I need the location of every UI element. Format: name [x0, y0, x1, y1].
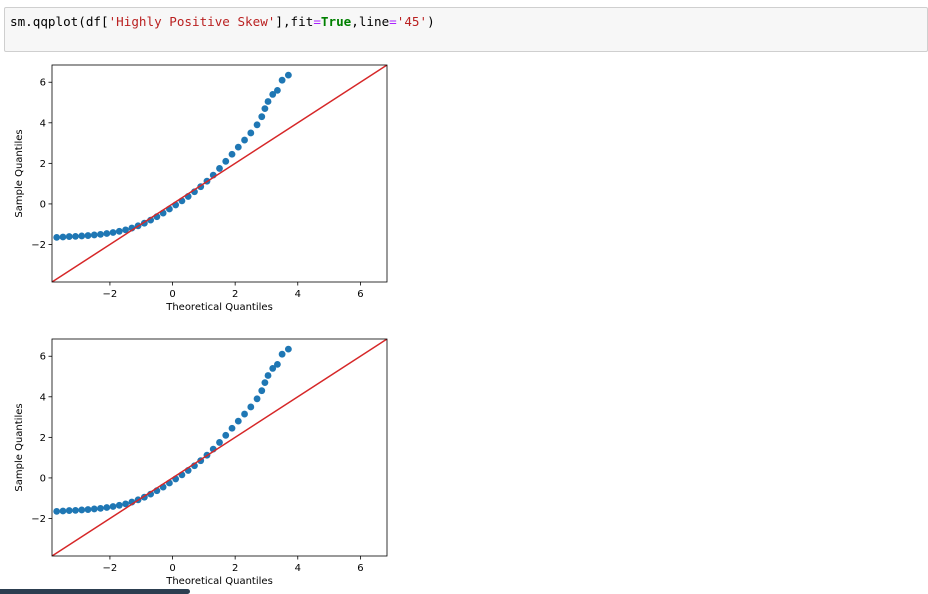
qq-plot-1-svg: −2 0 2 4 6 −2 0 2 4 6 Theoretical Quantiles Sample … [14, 64, 388, 313]
data-point [78, 506, 86, 514]
reference-line-45 [52, 339, 387, 556]
data-point [274, 86, 281, 94]
data-point [84, 506, 92, 513]
qq-plot-1: −2 0 2 4 6 −2 0 2 4 6 Theoretical Quantiles Sample … [0, 58, 400, 318]
data-point [241, 410, 248, 418]
x-tick-label: 6 [357, 289, 363, 300]
data-point [65, 507, 73, 514]
y-tick-label: 0 [40, 473, 46, 484]
reference-line-45 [52, 65, 387, 282]
data-point [258, 387, 266, 395]
data-point [72, 232, 79, 240]
data-point [269, 91, 277, 98]
data-point [97, 504, 104, 512]
data-point [222, 157, 230, 165]
y-axis-label: Sample Quantiles [14, 403, 25, 491]
data-point [253, 395, 261, 403]
code-token: '45' [396, 14, 428, 29]
data-point [109, 229, 117, 236]
data-point [264, 98, 272, 105]
data-point [247, 403, 255, 411]
points-group [53, 71, 292, 241]
data-point [65, 233, 73, 240]
data-point [122, 226, 129, 234]
code-token: ],fit [275, 14, 314, 29]
y-tick-label: 4 [40, 392, 46, 403]
x-tick-label: −2 [103, 289, 118, 300]
y-tick-label: 2 [40, 159, 46, 170]
data-point [53, 507, 61, 515]
data-point [222, 431, 230, 439]
data-point [253, 121, 261, 129]
y-tick-label: −2 [31, 514, 46, 525]
code-token: 'Highly Positive Skew' [108, 14, 276, 29]
data-point [228, 150, 236, 158]
x-tick-label: 4 [295, 289, 301, 300]
data-point [269, 365, 277, 372]
code-token: = [313, 14, 321, 29]
code-token: sm.qqplot(df[ [10, 14, 109, 29]
y-tick-label: 6 [40, 78, 46, 89]
data-point [90, 505, 98, 513]
x-tick-label: 2 [232, 563, 238, 574]
data-point [59, 507, 67, 515]
data-point [90, 231, 98, 239]
data-point [216, 439, 223, 446]
data-point [59, 233, 67, 241]
qq-plot-2: −2 0 2 4 6 −2 0 2 4 6 Theoretical Quantiles Sample … [0, 332, 400, 592]
data-point [261, 379, 269, 386]
y-tick-label: 4 [40, 118, 46, 129]
data-point [122, 500, 129, 508]
y-tick-label: 0 [40, 199, 46, 210]
x-tick-label: 0 [169, 289, 175, 300]
data-point [278, 350, 286, 358]
horizontal-scrollbar[interactable] [0, 589, 190, 594]
data-point [97, 230, 104, 238]
data-point [284, 71, 292, 79]
y-tick-label: 6 [40, 352, 46, 363]
data-point [274, 360, 281, 368]
axes-frame [51, 64, 388, 283]
code-token: ) [427, 14, 435, 29]
data-point [247, 129, 255, 137]
data-point [103, 504, 111, 511]
y-tick-label: 2 [40, 433, 46, 444]
data-point [84, 232, 92, 239]
x-tick-label: 0 [169, 563, 175, 574]
x-tick-label: 6 [357, 563, 363, 574]
data-point [261, 105, 269, 112]
data-point [258, 113, 266, 121]
x-tick-label: 2 [232, 289, 238, 300]
x-axis-label: Theoretical Quantiles [165, 302, 273, 313]
qq-plot-2-svg: −2 0 2 4 6 −2 0 2 4 6 Theoretical Quantiles Sample … [14, 338, 388, 587]
data-point [53, 233, 61, 241]
data-point [103, 230, 111, 237]
data-point [72, 506, 79, 514]
y-tick-label: −2 [31, 240, 46, 251]
data-point [234, 417, 242, 425]
code-token: = [389, 14, 397, 29]
data-point [228, 424, 236, 432]
x-tick-label: 4 [295, 563, 301, 574]
data-point [264, 372, 272, 379]
code-line[interactable]: sm.qqplot(df['Highly Positive Skew'],fit… [10, 14, 435, 29]
y-axis-label: Sample Quantiles [14, 129, 25, 217]
axes-frame [51, 338, 388, 557]
code-cell[interactable]: sm.qqplot(df['Highly Positive Skew'],fit… [4, 7, 928, 52]
code-token: True [320, 14, 352, 29]
points-group [53, 345, 292, 515]
data-point [115, 501, 123, 509]
data-point [284, 345, 292, 353]
data-point [216, 165, 223, 172]
x-tick-label: −2 [103, 563, 118, 574]
x-axis-label: Theoretical Quantiles [165, 576, 273, 587]
data-point [115, 227, 123, 235]
code-token: ,line [351, 14, 390, 29]
data-point [241, 136, 248, 144]
data-point [109, 503, 117, 510]
data-point [278, 76, 286, 84]
data-point [78, 232, 86, 240]
data-point [234, 143, 242, 151]
